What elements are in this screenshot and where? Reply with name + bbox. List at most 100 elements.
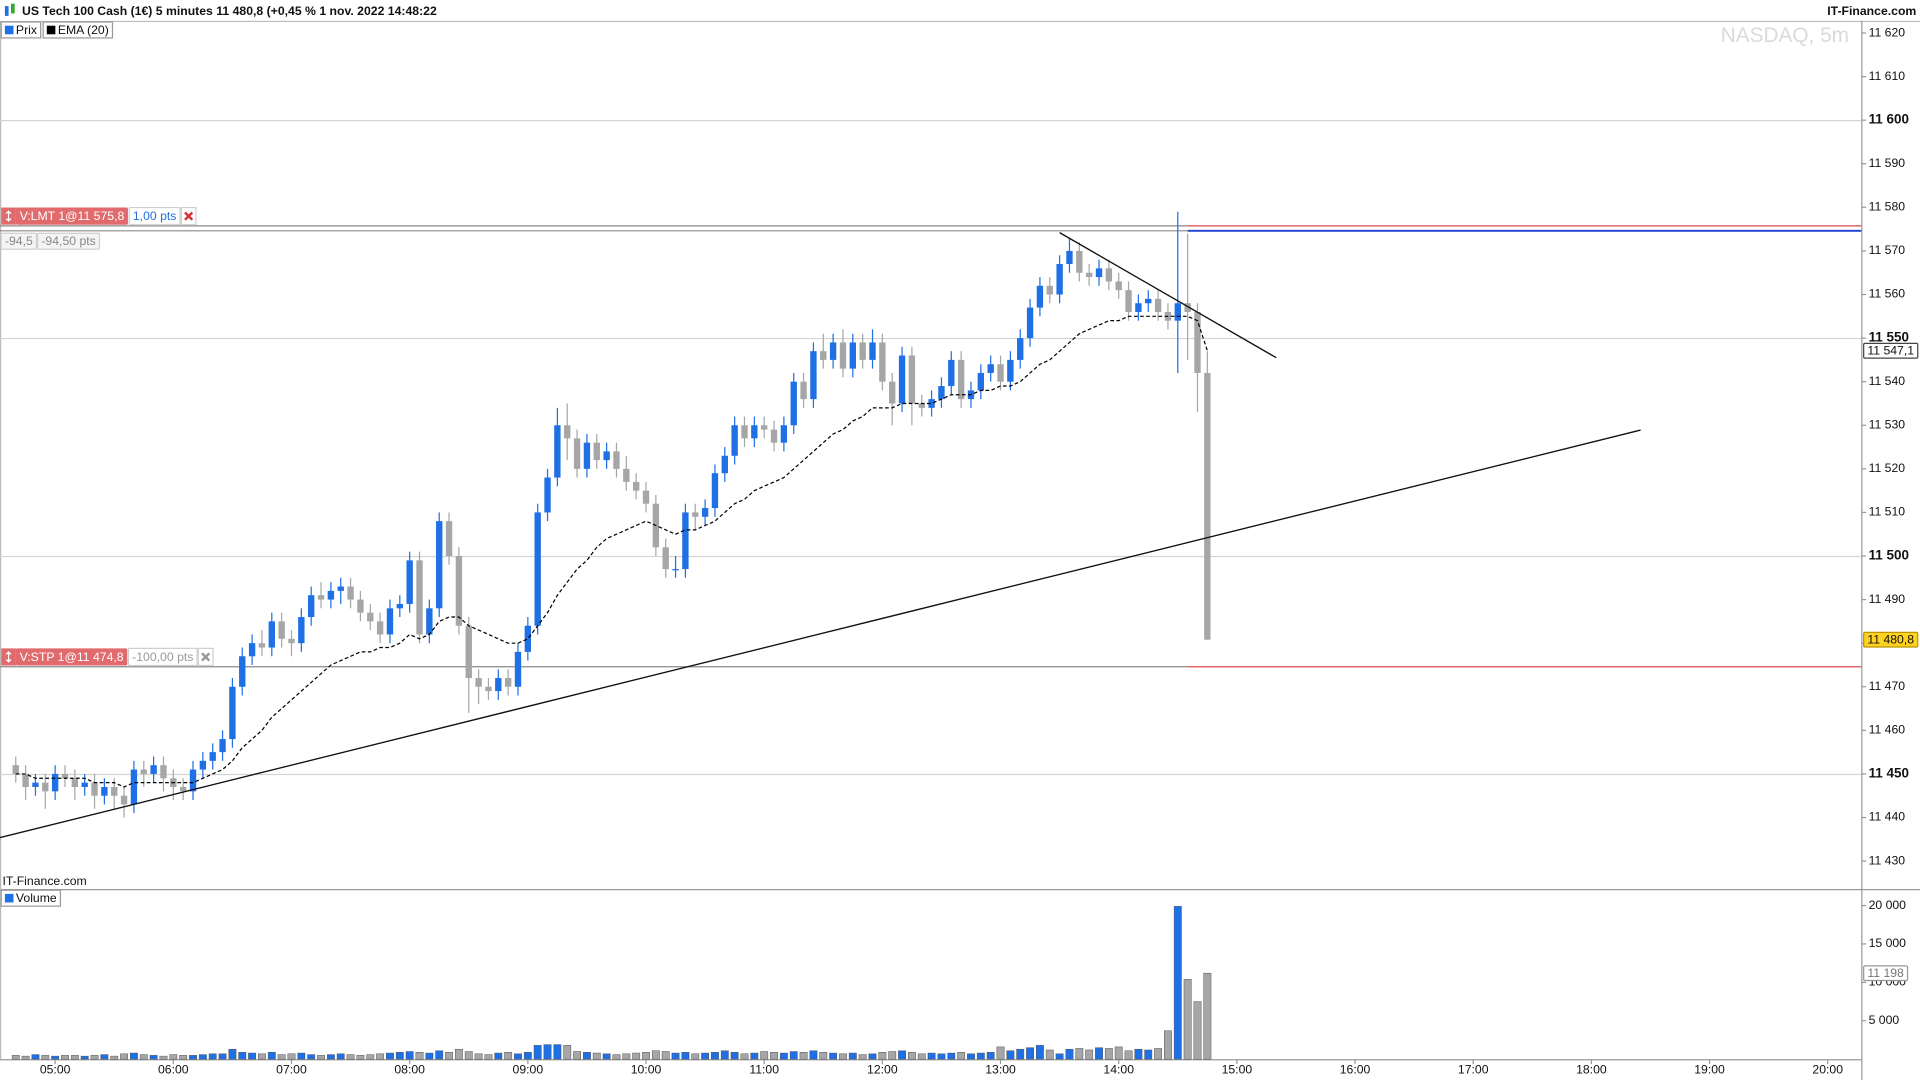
- candle-body: [918, 403, 925, 408]
- candle-body: [1194, 311, 1201, 373]
- candle-body: [770, 429, 778, 443]
- y-tick-label: 11 510: [1869, 505, 1906, 519]
- volume-bar: [179, 1055, 188, 1060]
- x-tick-label: 09:00: [513, 1062, 544, 1076]
- candle-body: [357, 599, 364, 613]
- candle-body: [406, 560, 413, 604]
- volume-bar: [898, 1050, 906, 1060]
- volume-bar: [809, 1050, 818, 1060]
- candle-body: [298, 617, 305, 644]
- volume-bar: [799, 1052, 808, 1060]
- candle-body: [179, 786, 187, 792]
- volume-bar: [100, 1054, 109, 1060]
- volume-bar: [878, 1052, 887, 1060]
- volume-value-label: 11 198: [1867, 966, 1904, 980]
- volume-bar: [947, 1052, 956, 1060]
- volume-bar: [1114, 1046, 1123, 1060]
- order-label: V:LMT 1@11 575,8: [20, 209, 125, 223]
- candle-body: [337, 586, 344, 591]
- candle-body: [91, 782, 98, 796]
- x-tick-label: 13:00: [985, 1062, 1016, 1076]
- volume-bar: [336, 1053, 345, 1060]
- candle-body: [603, 451, 610, 461]
- y-tick-label: 11 570: [1869, 243, 1906, 257]
- volume-bar: [1173, 906, 1182, 1060]
- volume-bar: [80, 1055, 89, 1060]
- volume-bar: [661, 1051, 670, 1060]
- candle-body: [987, 364, 994, 373]
- volume-bar: [937, 1053, 946, 1060]
- volume-bar: [632, 1052, 641, 1060]
- chart-title: US Tech 100 Cash (1€) 5 minutes 11 480,8…: [22, 4, 437, 18]
- candle-body: [908, 355, 916, 404]
- volume-bar: [31, 1054, 40, 1060]
- candle-body: [160, 765, 167, 779]
- candle-body: [859, 342, 866, 360]
- volume-bar: [307, 1054, 316, 1060]
- candle-body: [199, 760, 207, 770]
- volume-bar: [986, 1052, 995, 1060]
- candle-body: [71, 778, 79, 787]
- candle-body: [1046, 285, 1053, 295]
- y-tick-label: 11 540: [1869, 374, 1906, 388]
- volume-bar: [573, 1051, 581, 1060]
- x-tick-label: 19:00: [1694, 1062, 1725, 1076]
- y-tick-label: 11 560: [1869, 287, 1906, 301]
- x-tick-label: 05:00: [40, 1062, 71, 1076]
- candle-body: [229, 686, 236, 740]
- candle-body: [12, 765, 19, 774]
- volume-bar: [553, 1044, 562, 1060]
- candle-body: [367, 612, 374, 622]
- volume-bar: [917, 1053, 926, 1060]
- volume-bar: [120, 1053, 129, 1060]
- y-tick-label: 11 450: [1869, 765, 1909, 780]
- volume-bar: [356, 1055, 365, 1060]
- candle-body: [997, 364, 1004, 382]
- candle-body: [1204, 372, 1211, 640]
- candle-body: [948, 359, 955, 387]
- volume-bar: [1085, 1049, 1094, 1060]
- y-tick-label: 11 610: [1869, 69, 1906, 83]
- candle-body: [239, 656, 246, 687]
- volume-bar: [238, 1052, 247, 1060]
- y-tick-label: 11 600: [1869, 112, 1909, 127]
- volume-bar: [21, 1055, 30, 1060]
- volume-bar: [888, 1051, 897, 1060]
- volume-bar: [760, 1051, 769, 1060]
- volume-bar: [258, 1053, 266, 1060]
- volume-bar: [602, 1053, 611, 1060]
- candle-body: [1056, 264, 1063, 295]
- volume-bar: [848, 1052, 857, 1060]
- volume-bar: [317, 1055, 325, 1060]
- volume-bar: [395, 1052, 404, 1060]
- volume-bar: [1036, 1045, 1044, 1060]
- candle-body: [554, 425, 561, 478]
- candle-body: [879, 342, 886, 382]
- candle-body: [308, 595, 315, 618]
- candle-body: [1184, 303, 1191, 312]
- volume-bar: [130, 1052, 138, 1060]
- candle-body: [465, 625, 472, 679]
- volume-bar: [70, 1055, 79, 1060]
- candle-body: [593, 442, 600, 461]
- order-label: V:STP 1@11 474,8: [20, 650, 124, 664]
- volume-bar: [1006, 1050, 1015, 1060]
- last-price-label-box: [1863, 631, 1919, 648]
- y-tick-label: 11 500: [1869, 548, 1909, 563]
- candle-body: [741, 425, 748, 439]
- candle-body: [662, 547, 669, 570]
- candle-body: [120, 795, 128, 805]
- volume-bar: [11, 1055, 20, 1060]
- x-tick-label: 06:00: [158, 1062, 189, 1076]
- volume-bar: [445, 1052, 453, 1060]
- candle-body: [869, 342, 876, 360]
- order-distance: -100,00 pts: [132, 650, 193, 664]
- candle-body: [150, 765, 157, 774]
- candle-body: [22, 773, 29, 787]
- legend-swatch: [4, 893, 14, 903]
- candle-body: [347, 586, 354, 600]
- volume-bar: [454, 1048, 463, 1060]
- x-tick-label: 15:00: [1222, 1062, 1253, 1076]
